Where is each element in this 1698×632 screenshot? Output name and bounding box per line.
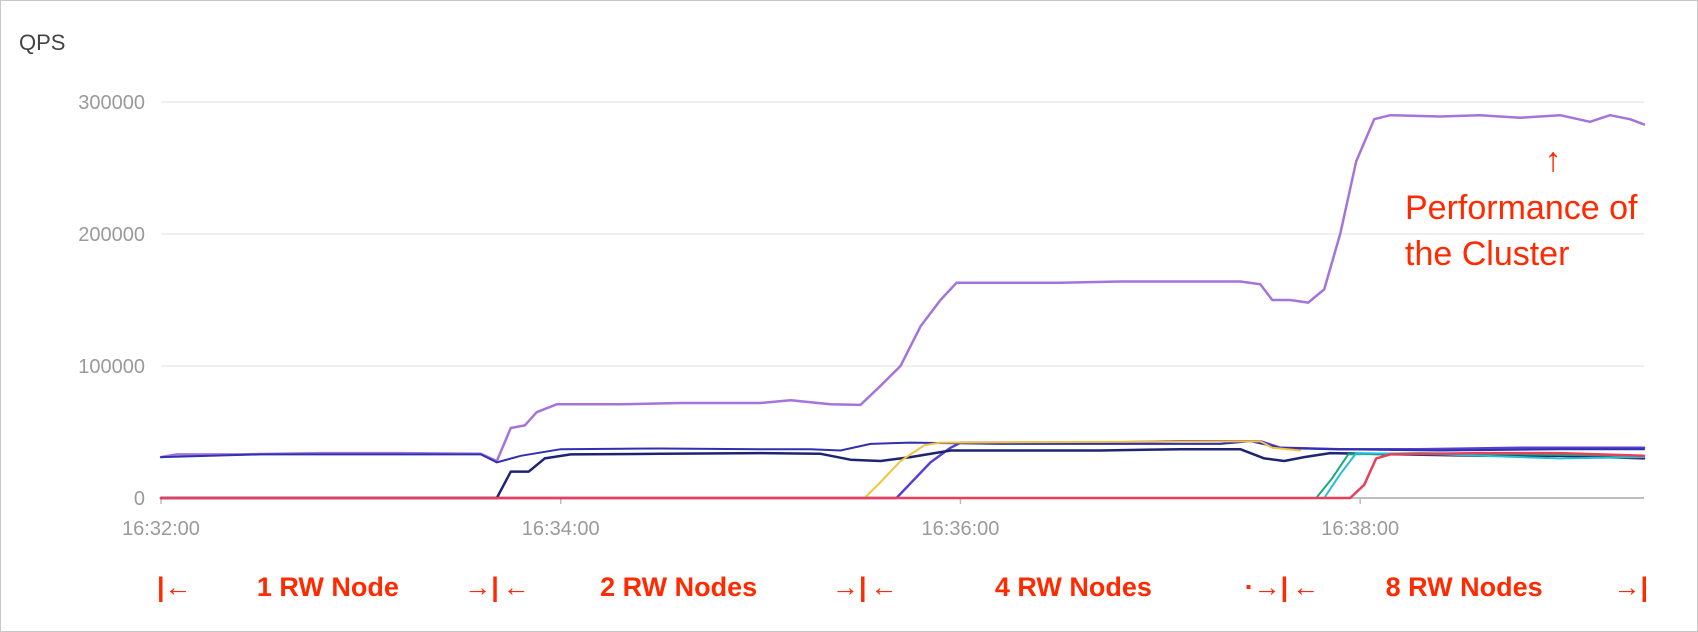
y-axis-label: QPS <box>19 30 65 55</box>
x-tick-label: 16:38:00 <box>1321 518 1399 540</box>
segment-label: 2 RW Nodes <box>600 572 757 602</box>
segment-right-arrow: →| <box>832 572 867 602</box>
y-tick-labels: 0 100000 200000 300000 <box>78 92 145 510</box>
x-tick-label: 16:32:00 <box>122 518 200 540</box>
annotation-arrow: ↑ <box>1545 141 1562 179</box>
series-line-2 <box>159 447 1646 500</box>
segment-left-arrow: |← <box>157 572 192 602</box>
series-lines <box>159 113 1646 500</box>
series-line-7 <box>159 451 1646 500</box>
x-tick-label: 16:36:00 <box>922 518 1000 540</box>
node-segments: |← 1 RW Node →| ← 2 RW Nodes →| ← 4 RW Nodes ·→|… <box>157 572 1648 602</box>
segment-label: 4 RW Nodes <box>995 572 1152 602</box>
segment-left-arrow: ← <box>871 572 898 602</box>
y-tick-label: 300000 <box>78 92 145 114</box>
x-tick-labels: 16:32:00 16:34:00 16:36:00 16:38:00 <box>122 518 1399 540</box>
series-line-3 <box>160 440 1645 464</box>
segment-left-arrow: ← <box>503 572 530 602</box>
cluster-annotation: ↑ Performance of the Cluster <box>1405 141 1638 273</box>
segment-label: 8 RW Nodes <box>1386 572 1543 602</box>
segment-label: 1 RW Node <box>257 572 399 602</box>
annotation-line-2: the Cluster <box>1405 235 1569 273</box>
segment-right-arrow: ·→| <box>1245 572 1289 602</box>
y-tick-label: 0 <box>134 488 145 510</box>
y-tick-label: 100000 <box>78 356 145 378</box>
segment-right-arrow: →| <box>1613 572 1648 602</box>
annotation-line-1: Performance of <box>1405 189 1638 227</box>
series-line-0 <box>159 113 1646 463</box>
segment-right-arrow: →| <box>464 572 499 602</box>
x-tick-label: 16:34:00 <box>522 518 600 540</box>
y-tick-label: 200000 <box>78 224 145 246</box>
series-line-4 <box>160 440 1302 499</box>
segment-left-arrow: ← <box>1292 572 1319 602</box>
